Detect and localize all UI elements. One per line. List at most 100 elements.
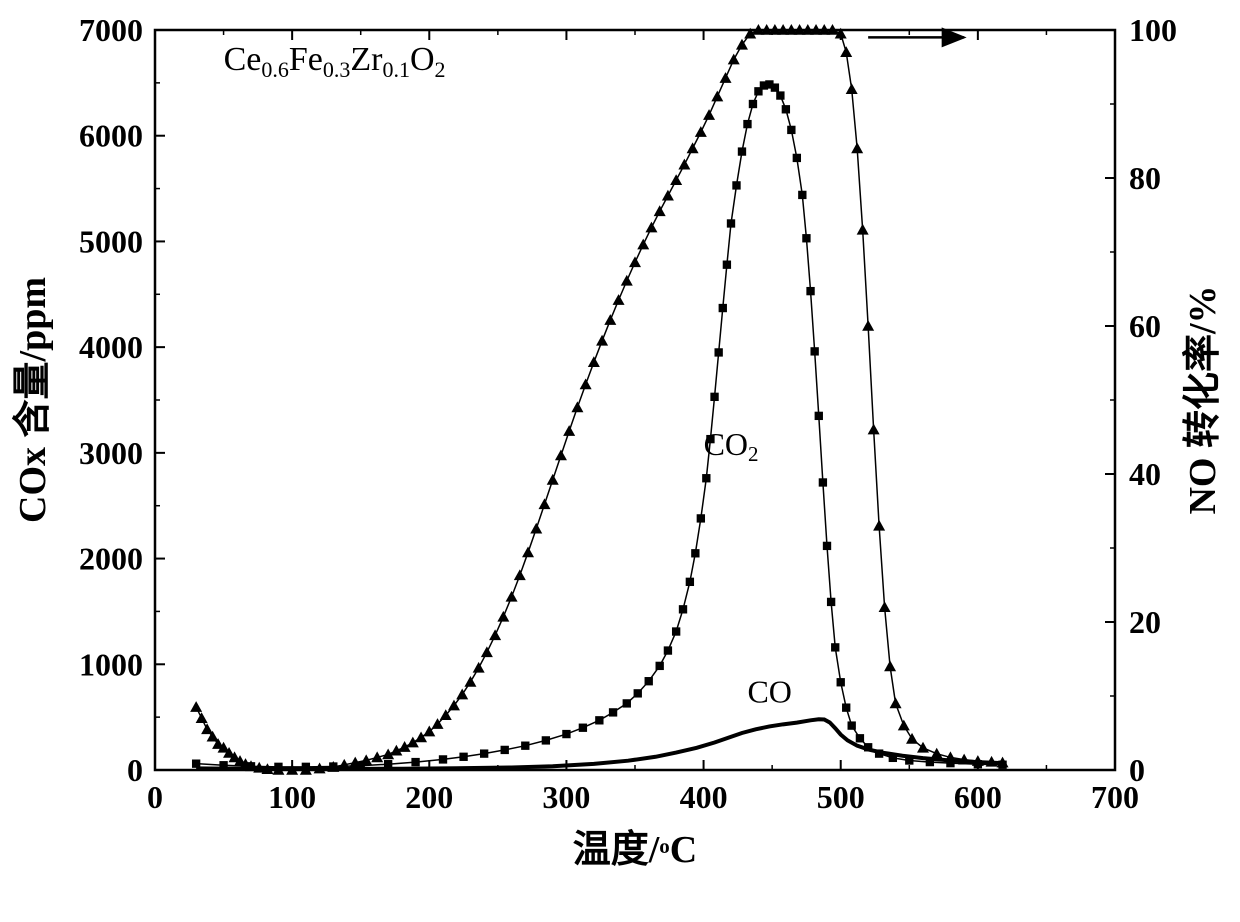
y-left-tick-label: 7000 bbox=[79, 12, 143, 48]
marker-triangle bbox=[736, 39, 748, 50]
marker-square bbox=[609, 708, 617, 716]
marker-square bbox=[645, 677, 653, 685]
marker-square bbox=[776, 91, 784, 99]
marker-square bbox=[691, 549, 699, 557]
marker-triangle bbox=[728, 54, 740, 65]
marker-triangle bbox=[538, 498, 550, 509]
marker-triangle bbox=[580, 378, 592, 389]
marker-triangle bbox=[473, 662, 485, 673]
marker-triangle bbox=[621, 275, 633, 286]
x-tick-label: 200 bbox=[405, 779, 453, 815]
marker-triangle bbox=[873, 520, 885, 531]
marker-square bbox=[823, 542, 831, 550]
marker-square bbox=[837, 678, 845, 686]
y-right-tick-label: 100 bbox=[1129, 12, 1177, 48]
marker-triangle bbox=[868, 424, 880, 435]
marker-square bbox=[579, 724, 587, 732]
y-left-axis-label: COx 含量/ppm bbox=[12, 277, 54, 523]
marker-triangle bbox=[571, 401, 583, 412]
marker-square bbox=[806, 287, 814, 295]
x-tick-label: 300 bbox=[542, 779, 590, 815]
marker-triangle bbox=[931, 748, 943, 759]
marker-triangle bbox=[884, 660, 896, 671]
x-axis-label: 温度/oC bbox=[573, 829, 698, 871]
plot-area: 0100200300400500600700温度/oC0100020003000… bbox=[12, 12, 1224, 871]
marker-square bbox=[664, 646, 672, 654]
marker-triangle bbox=[662, 190, 674, 201]
chart-figure: 0100200300400500600700温度/oC0100020003000… bbox=[0, 0, 1240, 922]
marker-triangle bbox=[448, 700, 460, 711]
marker-square bbox=[562, 730, 570, 738]
y-left-tick-label: 3000 bbox=[79, 435, 143, 471]
marker-triangle bbox=[464, 676, 476, 687]
series-line-no-conversion bbox=[196, 30, 1002, 770]
y-left-tick-label: 2000 bbox=[79, 541, 143, 577]
formula-annotation: Ce0.6Fe0.3Zr0.1O2 bbox=[224, 41, 446, 82]
marker-triangle bbox=[846, 83, 858, 94]
marker-square bbox=[656, 662, 664, 670]
marker-square bbox=[787, 126, 795, 134]
marker-triangle bbox=[555, 450, 567, 461]
y-left-tick-label: 5000 bbox=[79, 223, 143, 259]
marker-square bbox=[738, 147, 746, 155]
marker-triangle bbox=[196, 712, 208, 723]
marker-square bbox=[782, 105, 790, 113]
marker-square bbox=[743, 120, 751, 128]
marker-triangle bbox=[670, 174, 682, 185]
marker-triangle bbox=[190, 701, 202, 712]
marker-triangle bbox=[604, 314, 616, 325]
marker-triangle bbox=[917, 742, 929, 753]
marker-square bbox=[623, 699, 631, 707]
marker-square bbox=[848, 721, 856, 729]
marker-square bbox=[815, 412, 823, 420]
marker-square bbox=[819, 478, 827, 486]
marker-square bbox=[714, 348, 722, 356]
x-tick-label: 0 bbox=[147, 779, 163, 815]
marker-triangle bbox=[840, 46, 852, 57]
series-line-co bbox=[196, 719, 1002, 769]
marker-triangle bbox=[720, 72, 732, 83]
series-label: CO bbox=[747, 673, 791, 709]
marker-square bbox=[856, 734, 864, 742]
marker-square bbox=[679, 605, 687, 613]
marker-triangle bbox=[645, 222, 657, 233]
marker-square bbox=[719, 304, 727, 312]
x-tick-label: 500 bbox=[817, 779, 865, 815]
marker-triangle bbox=[456, 689, 468, 700]
marker-triangle bbox=[596, 335, 608, 346]
marker-triangle bbox=[547, 474, 559, 485]
y-right-tick-label: 40 bbox=[1129, 456, 1161, 492]
marker-triangle bbox=[201, 723, 213, 734]
marker-square bbox=[480, 749, 488, 757]
marker-triangle bbox=[514, 569, 526, 580]
marker-square bbox=[727, 219, 735, 227]
y-right-tick-label: 60 bbox=[1129, 308, 1161, 344]
marker-square bbox=[710, 393, 718, 401]
marker-triangle bbox=[703, 109, 715, 120]
marker-square bbox=[732, 181, 740, 189]
marker-square bbox=[831, 643, 839, 651]
marker-square bbox=[723, 261, 731, 269]
y-left-tick-label: 6000 bbox=[79, 118, 143, 154]
marker-square bbox=[749, 100, 757, 108]
marker-square bbox=[702, 474, 710, 482]
marker-triangle bbox=[890, 697, 902, 708]
x-tick-label: 600 bbox=[954, 779, 1002, 815]
marker-triangle bbox=[851, 142, 863, 153]
marker-triangle bbox=[506, 591, 518, 602]
x-tick-label: 100 bbox=[268, 779, 316, 815]
marker-triangle bbox=[629, 256, 641, 267]
y-left-tick-label: 4000 bbox=[79, 329, 143, 365]
y-left-tick-label: 1000 bbox=[79, 646, 143, 682]
marker-triangle bbox=[906, 733, 918, 744]
marker-square bbox=[793, 154, 801, 162]
marker-triangle bbox=[857, 224, 869, 235]
marker-square bbox=[501, 746, 509, 754]
marker-square bbox=[542, 736, 550, 744]
series-line-co2 bbox=[196, 84, 1002, 766]
marker-square bbox=[798, 191, 806, 199]
marker-square bbox=[411, 758, 419, 766]
marker-square bbox=[521, 742, 529, 750]
marker-triangle bbox=[879, 601, 891, 612]
x-tick-label: 400 bbox=[680, 779, 728, 815]
